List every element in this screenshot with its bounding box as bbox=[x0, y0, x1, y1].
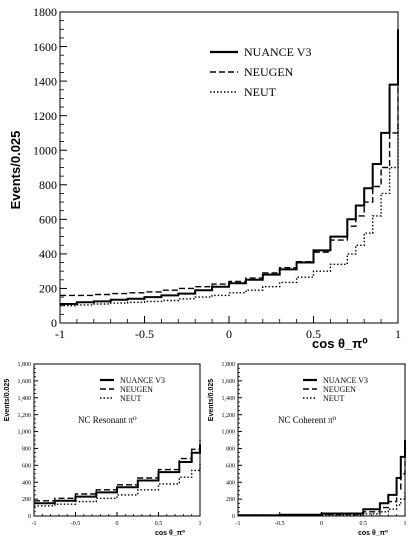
y-tick-label: 200 bbox=[226, 497, 235, 503]
series-line-neugen bbox=[238, 461, 406, 517]
x-axis-label: cos θ_π⁰ bbox=[155, 529, 185, 537]
y-tick-label: 200 bbox=[22, 497, 31, 503]
y-tick-label: 1,400 bbox=[18, 396, 32, 402]
y-tick-label: 1000 bbox=[33, 143, 57, 157]
y-tick-label: 1400 bbox=[33, 74, 57, 88]
y-axis-label: Events/0.025 bbox=[8, 131, 23, 210]
x-tick-label: -1 bbox=[236, 521, 241, 527]
y-tick-label: 1600 bbox=[33, 40, 57, 54]
y-tick-label: 400 bbox=[22, 480, 31, 486]
y-tick-label: 1200 bbox=[33, 109, 57, 123]
legend-label: NUANCE V3 bbox=[323, 376, 368, 385]
series-line-nuance-v3 bbox=[34, 444, 201, 505]
y-tick-label: 1,600 bbox=[222, 379, 236, 385]
y-tick-label: 400 bbox=[226, 480, 235, 486]
y-tick-label: 0 bbox=[51, 316, 57, 330]
series-line-neugen bbox=[60, 84, 399, 297]
legend-label: NEUGEN bbox=[323, 385, 356, 394]
y-tick-label: 0 bbox=[232, 514, 235, 520]
panel-annotation: NC Coherent π⁰ bbox=[278, 415, 337, 425]
x-tick-label: -1 bbox=[55, 327, 65, 341]
y-tick-label: 1800 bbox=[33, 5, 57, 19]
y-tick-label: 1,800 bbox=[18, 362, 32, 368]
x-tick-label: -0.5 bbox=[71, 521, 81, 527]
x-tick-label: 0 bbox=[226, 327, 232, 341]
x-tick-label: 0 bbox=[320, 521, 323, 527]
legend-label: NEUGEN bbox=[244, 65, 294, 79]
y-tick-label: 1,800 bbox=[222, 362, 236, 368]
x-tick-label: 0 bbox=[116, 521, 119, 527]
x-tick-label: 0.5 bbox=[306, 327, 321, 341]
plot-frame bbox=[59, 11, 399, 324]
plot-frame bbox=[237, 363, 406, 517]
series-line-neut bbox=[34, 463, 201, 507]
chart-panel-main: 0 200 400 600 800 1000 1200 1400 1600 1800 -1 -0.5 0… bbox=[8, 5, 401, 351]
y-axis-label: Events/0.025 bbox=[208, 379, 215, 422]
y-axis-label: Events/0.025 bbox=[4, 379, 11, 422]
series-line-neut bbox=[60, 124, 399, 307]
series-line-nuance-v3 bbox=[238, 440, 406, 517]
x-axis-label: cos θ_π⁰ bbox=[358, 529, 388, 537]
y-tick-label: 600 bbox=[22, 463, 31, 469]
x-tick-label: 1 bbox=[404, 521, 407, 527]
legend-label: NEUT bbox=[120, 394, 141, 403]
y-tick-label: 800 bbox=[39, 178, 57, 192]
x-axis-label: cos θ_π⁰ bbox=[312, 336, 368, 351]
x-tick-label: 0.5 bbox=[155, 521, 163, 527]
y-tick-label: 1,000 bbox=[222, 430, 236, 436]
chart-panel-right: 0 200 400 600 800 1,000 1,200 1,400 1,600 1,800 -1… bbox=[208, 362, 407, 537]
y-tick-label: 600 bbox=[39, 213, 57, 227]
panel-annotation: NC Resonant π⁰ bbox=[78, 415, 137, 425]
legend-label: NUANCE V3 bbox=[244, 45, 311, 59]
series-line-neut bbox=[238, 490, 406, 517]
x-tick-label: -0.5 bbox=[275, 521, 285, 527]
x-tick-label: -0.5 bbox=[135, 327, 154, 341]
x-tick-label: -1 bbox=[32, 521, 37, 527]
x-tick-label: 1 bbox=[199, 521, 202, 527]
legend-label: NEUT bbox=[323, 394, 344, 403]
y-tick-label: 1,200 bbox=[18, 413, 32, 419]
chart-panel-left: 0 200 400 600 800 1,000 1,200 1,400 1,600 1,800 -1… bbox=[4, 362, 202, 537]
series-line-nuance-v3 bbox=[60, 29, 399, 305]
legend-label: NUANCE V3 bbox=[120, 376, 165, 385]
series-line-neugen bbox=[34, 440, 201, 502]
y-tick-label: 600 bbox=[226, 463, 235, 469]
y-tick-label: 800 bbox=[226, 447, 235, 453]
y-tick-label: 400 bbox=[39, 247, 57, 261]
y-tick-label: 1,200 bbox=[222, 413, 236, 419]
legend-label: NEUT bbox=[244, 85, 277, 99]
y-tick-label: 1,400 bbox=[222, 396, 236, 402]
y-tick-label: 800 bbox=[22, 447, 31, 453]
y-tick-label: 1,000 bbox=[18, 430, 32, 436]
y-tick-label: 200 bbox=[39, 282, 57, 296]
y-tick-label: 0 bbox=[28, 514, 31, 520]
legend-label: NEUGEN bbox=[120, 385, 153, 394]
y-tick-label: 1,600 bbox=[18, 379, 32, 385]
x-tick-label: 0.5 bbox=[360, 521, 368, 527]
x-tick-label: 1 bbox=[395, 327, 401, 341]
